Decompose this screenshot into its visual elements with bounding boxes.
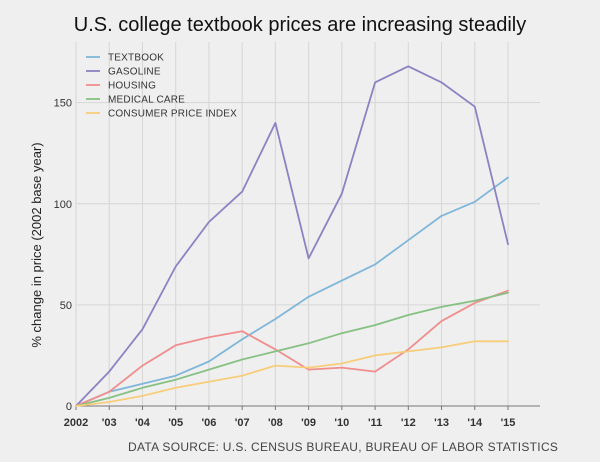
x-tick-label: '03 [102, 417, 117, 429]
grid [75, 42, 540, 406]
x-tick-label: 2002 [64, 417, 88, 429]
x-tick-label: '15 [501, 417, 516, 429]
y-tick-label: 0 [66, 401, 72, 413]
series-lines [75, 65, 509, 407]
series-line-textbook [75, 176, 509, 407]
chart-title: U.S. college textbook prices are increas… [74, 14, 526, 36]
data-source-note: DATA SOURCE: U.S. CENSUS BUREAU, BUREAU … [128, 440, 558, 454]
legend: TEXTBOOK GASOLINE HOUSING MEDICAL CARE CONSU… [86, 53, 237, 120]
series-line-gasoline [75, 65, 509, 407]
x-tick-label: '08 [268, 417, 283, 429]
x-tick-label: '04 [135, 417, 151, 429]
y-tick-label: 100 [54, 199, 72, 211]
x-tick-label: '05 [168, 417, 183, 429]
x-tick-labels: 2002 '03 '04 '05 '06 '07 '08 '09 '10 '11 '12 '13 '14… [64, 417, 516, 429]
y-tick-label: 50 [60, 300, 72, 312]
x-tick-label: '06 [201, 417, 216, 429]
legend-entry-label: TEXTBOOK [108, 53, 164, 64]
x-tick-label: '14 [467, 417, 483, 429]
series-line-consumer-price-index [75, 340, 509, 407]
legend-entry-label: GASOLINE [108, 67, 161, 78]
legend-entry-label: CONSUMER PRICE INDEX [108, 109, 237, 120]
axes [75, 405, 540, 410]
x-tick-label: '09 [301, 417, 316, 429]
legend-entry-label: MEDICAL CARE [108, 95, 185, 106]
y-tick-labels: 0 50 100 150 [54, 98, 72, 413]
y-tick-label: 150 [54, 98, 72, 110]
x-tick-label: '10 [334, 417, 349, 429]
legend-entry-label: HOUSING [108, 81, 156, 92]
x-tick-label: '13 [434, 417, 449, 429]
y-axis-label: % change in price (2002 base year) [29, 142, 44, 347]
x-tick-label: '07 [235, 417, 250, 429]
x-tick-label: '11 [368, 417, 382, 429]
series-line-housing [75, 289, 509, 407]
x-tick-label: '12 [401, 417, 416, 429]
series-line-medical-care [75, 291, 509, 407]
